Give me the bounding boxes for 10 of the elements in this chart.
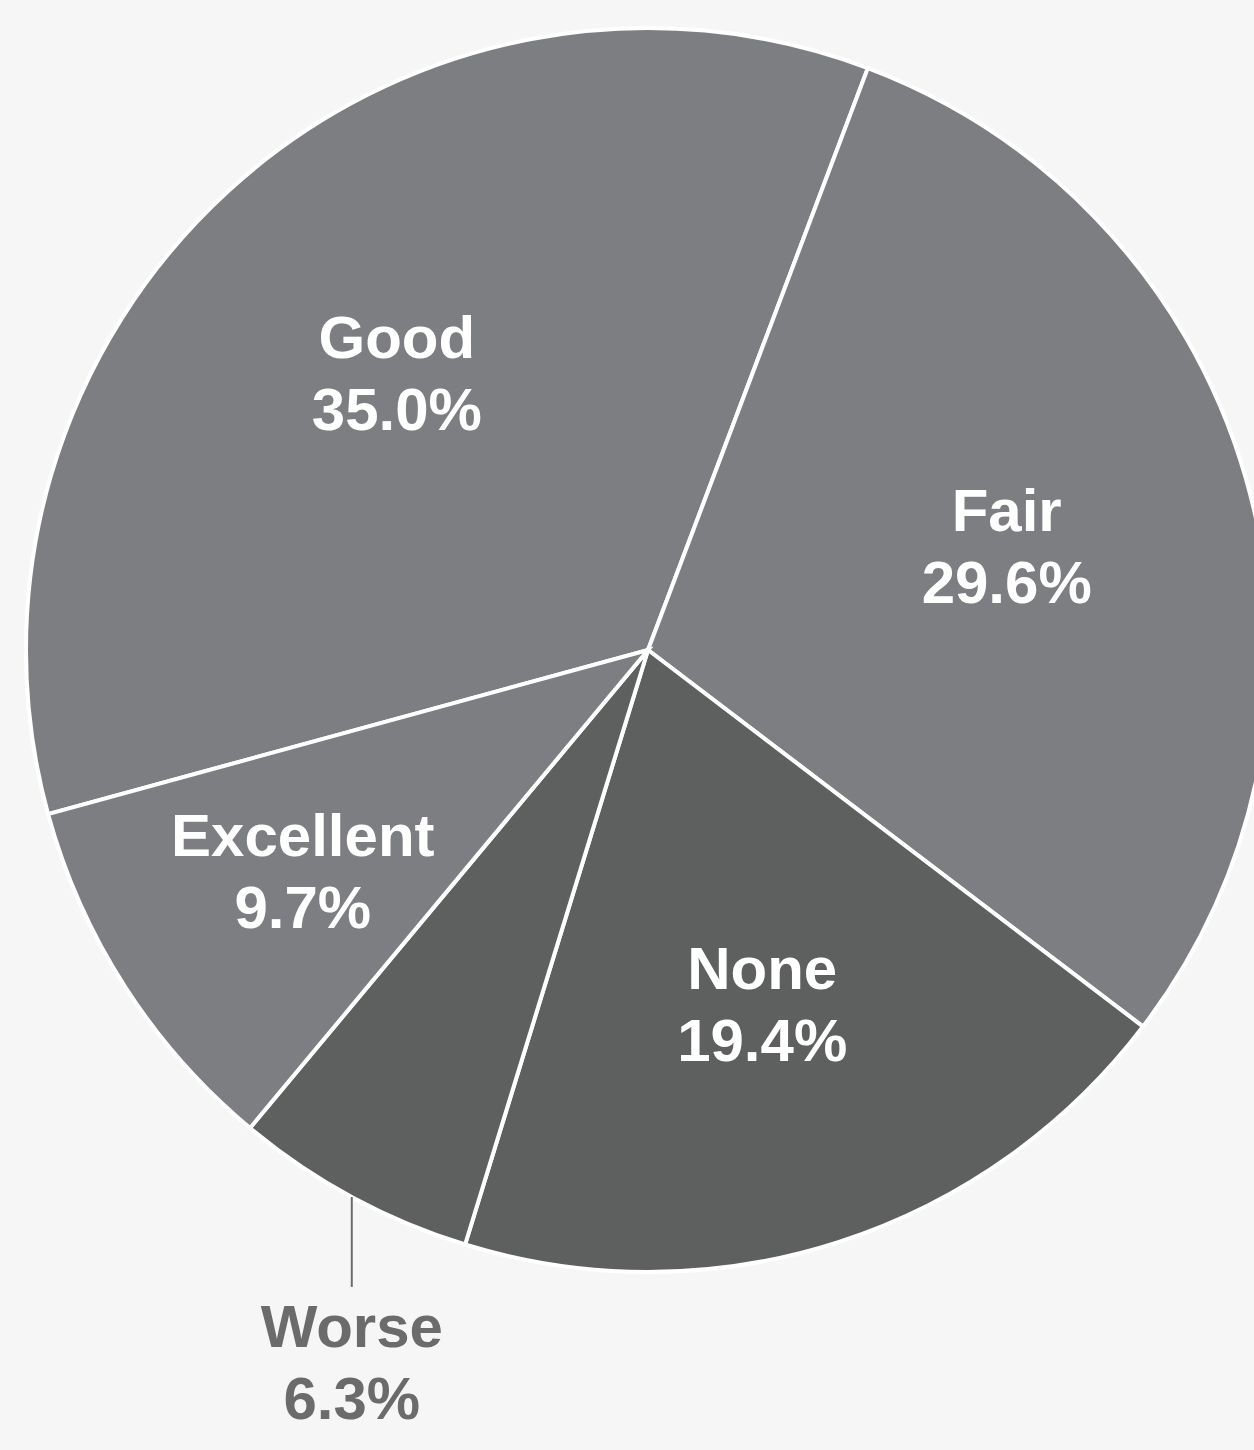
data-label: 19.4% <box>677 1007 848 1075</box>
slice-label: Fair <box>951 477 1062 545</box>
slice-label: Excellent <box>171 802 435 870</box>
slice-label: Good <box>318 303 476 371</box>
data-label: 9.7% <box>234 874 372 942</box>
data-label: 29.6% <box>921 549 1092 617</box>
data-label: 6.3% <box>283 1364 421 1432</box>
slice-label: Worse <box>260 1292 443 1360</box>
data-label: 35.0% <box>311 375 482 443</box>
slice-label: None <box>687 935 838 1003</box>
